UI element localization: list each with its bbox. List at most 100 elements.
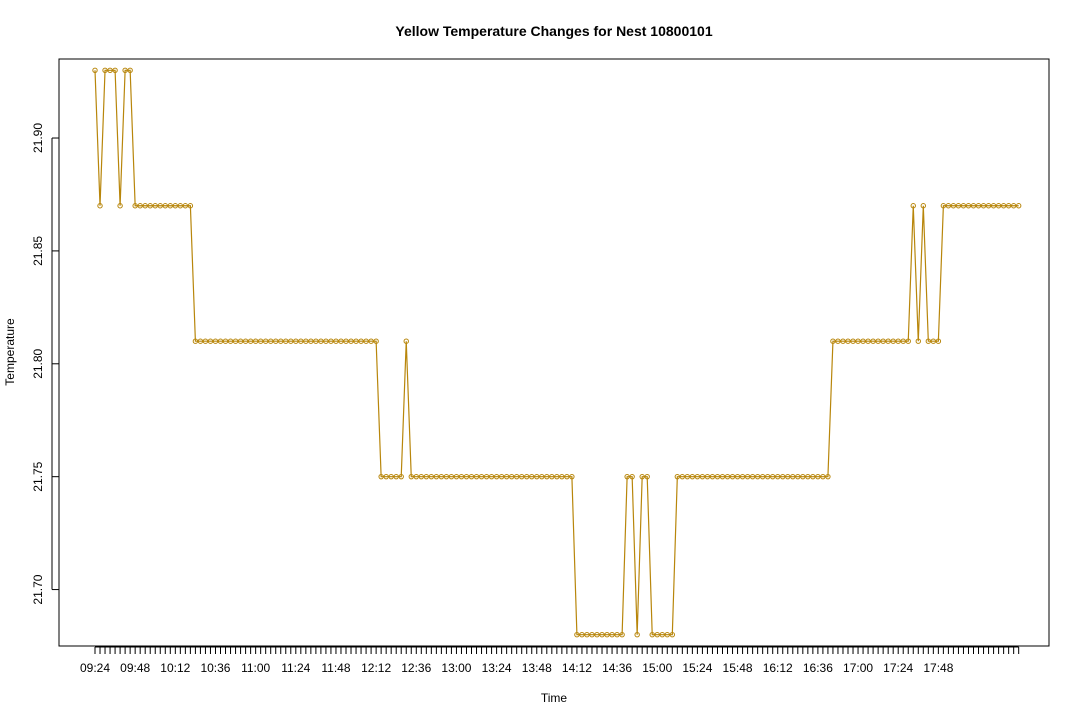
data-point xyxy=(759,473,766,480)
data-point xyxy=(754,473,761,480)
data-point xyxy=(724,473,731,480)
data-point xyxy=(498,473,505,480)
data-point xyxy=(885,338,891,344)
data-point xyxy=(333,338,339,344)
data-point xyxy=(554,473,560,480)
data-point xyxy=(815,473,821,480)
data-point xyxy=(92,67,98,73)
data-point xyxy=(589,632,595,638)
x-tick-label: 15:48 xyxy=(723,661,753,675)
data-point xyxy=(247,338,254,344)
data-point xyxy=(232,338,239,344)
data-point xyxy=(694,473,701,480)
data-point xyxy=(569,473,575,480)
data-point xyxy=(890,338,896,344)
data-point xyxy=(634,632,640,638)
x-tick-label: 16:36 xyxy=(803,661,833,675)
data-point xyxy=(925,338,932,344)
data-point xyxy=(428,473,435,480)
data-point xyxy=(845,338,851,344)
data-point xyxy=(895,338,901,344)
data-point xyxy=(955,203,962,209)
data-point xyxy=(775,473,781,480)
data-point xyxy=(674,473,681,480)
data-point xyxy=(252,338,259,344)
data-point xyxy=(835,338,841,344)
data-point xyxy=(1015,203,1022,209)
data-point xyxy=(458,473,465,480)
data-point xyxy=(669,632,675,638)
x-axis: 09:24 09:48 10:12 10:36 11:00 11:24 11:48 12:12… xyxy=(80,646,1020,675)
data-point xyxy=(579,632,585,638)
data-point xyxy=(388,473,394,480)
x-axis-label: Time xyxy=(541,691,568,705)
data-point xyxy=(529,473,535,480)
data-point xyxy=(840,338,846,344)
data-point xyxy=(729,473,736,480)
data-point xyxy=(463,473,470,480)
data-point xyxy=(137,203,143,209)
data-point xyxy=(177,203,184,209)
data-point xyxy=(242,338,249,344)
data-point xyxy=(378,473,384,480)
x-tick-label: 12:36 xyxy=(401,661,431,675)
data-point xyxy=(338,338,344,344)
data-point xyxy=(985,203,992,209)
data-point xyxy=(544,473,550,480)
data-point xyxy=(574,632,580,638)
data-point xyxy=(649,632,655,638)
data-point xyxy=(478,473,485,480)
data-point xyxy=(900,338,906,344)
data-point xyxy=(749,473,756,480)
data-point xyxy=(905,338,911,344)
x-tick-label: 17:24 xyxy=(883,661,913,675)
data-point xyxy=(448,473,455,480)
data-point xyxy=(222,338,229,344)
data-point xyxy=(368,338,374,344)
data-point xyxy=(418,473,424,480)
data-point xyxy=(679,473,686,480)
data-point xyxy=(127,67,133,73)
x-tick-label: 10:36 xyxy=(200,661,230,675)
data-point xyxy=(207,338,214,344)
data-point xyxy=(830,338,836,344)
data-point xyxy=(403,338,409,344)
data-point xyxy=(689,473,696,480)
data-point xyxy=(323,338,329,344)
data-point xyxy=(609,632,615,638)
data-point xyxy=(262,338,269,344)
data-point xyxy=(217,338,224,344)
data-point xyxy=(559,473,565,480)
series-line xyxy=(94,69,1019,636)
data-point xyxy=(644,473,650,480)
data-point xyxy=(162,203,168,209)
data-point xyxy=(488,473,495,480)
data-point xyxy=(659,632,665,638)
data-point xyxy=(483,473,490,480)
data-point xyxy=(197,338,204,344)
chart-title: Yellow Temperature Changes for Nest 1080… xyxy=(395,23,712,39)
data-point xyxy=(825,473,831,480)
data-point xyxy=(684,473,691,480)
data-point xyxy=(785,473,791,480)
data-point xyxy=(1005,203,1012,209)
data-point xyxy=(423,473,430,480)
data-point xyxy=(534,473,540,480)
data-point xyxy=(920,203,926,209)
data-point xyxy=(398,473,404,480)
data-point xyxy=(945,203,952,209)
y-tick-label: 21.70 xyxy=(31,574,45,604)
data-point xyxy=(303,338,309,344)
data-point xyxy=(308,338,314,344)
x-tick-label: 11:24 xyxy=(281,661,310,675)
data-point xyxy=(975,203,982,209)
y-axis-label: Temperature xyxy=(3,318,17,386)
data-point xyxy=(268,338,274,344)
x-tick-label: 10:12 xyxy=(160,661,190,675)
data-point xyxy=(373,338,379,344)
y-tick-label: 21.90 xyxy=(31,123,45,153)
data-point xyxy=(227,338,234,344)
data-point xyxy=(734,473,741,480)
data-point xyxy=(790,473,796,480)
data-point xyxy=(353,338,359,344)
